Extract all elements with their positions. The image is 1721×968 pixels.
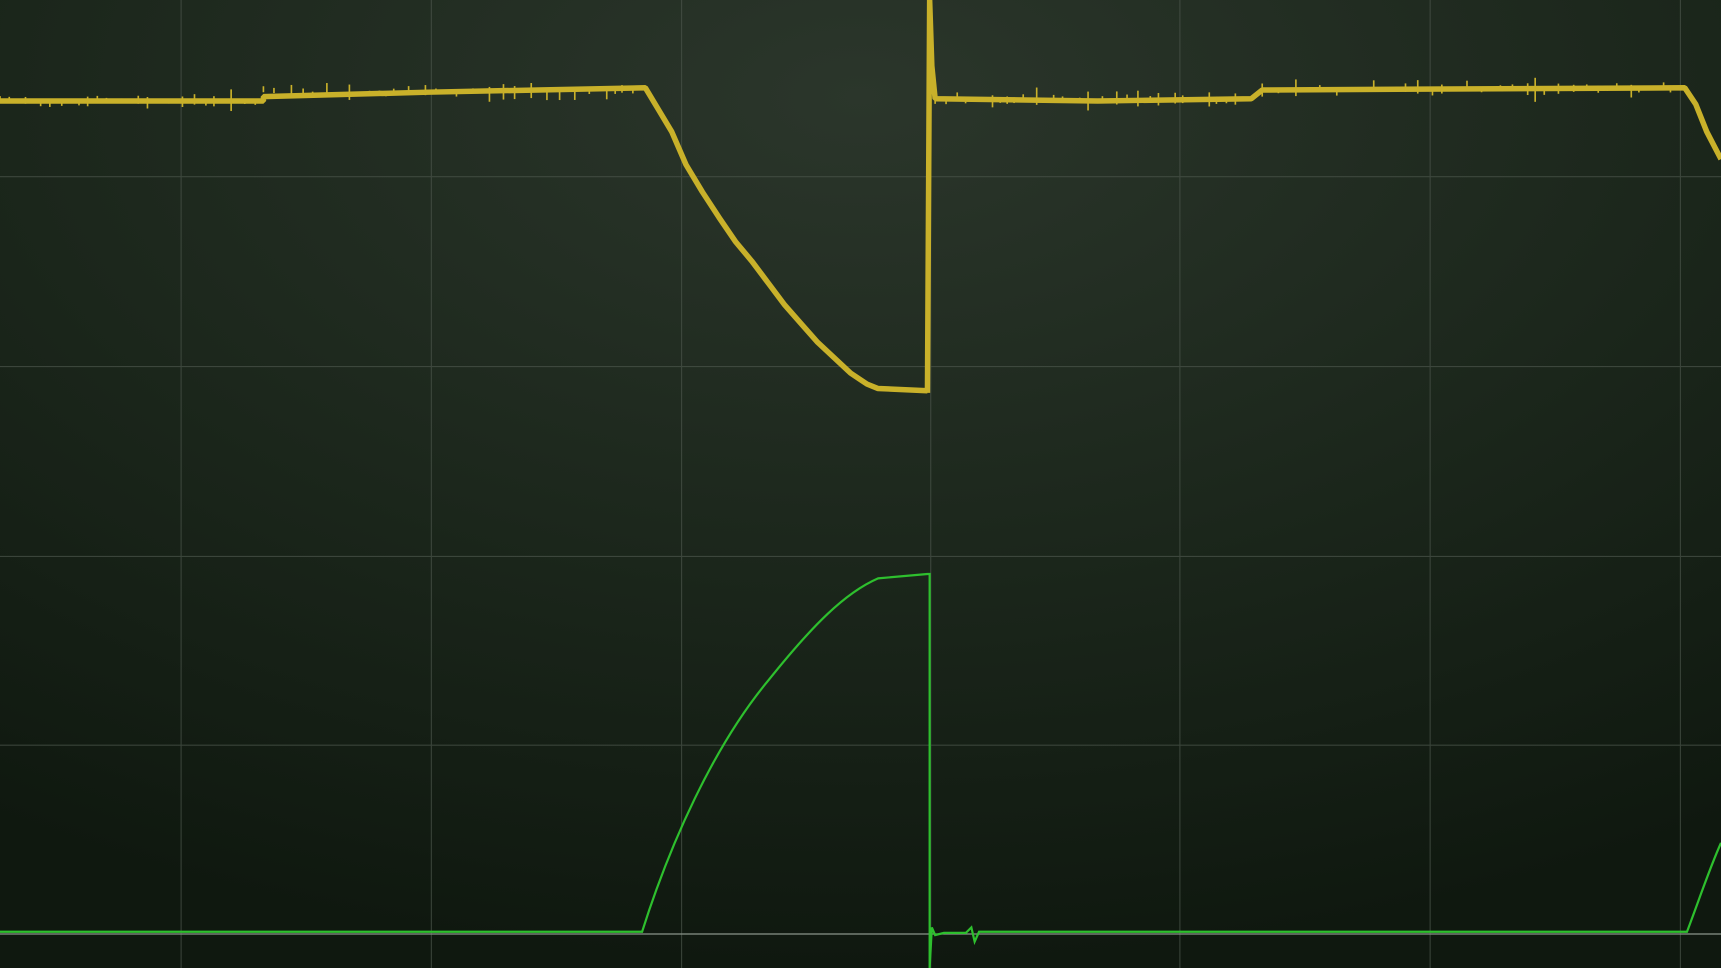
channel-1-noise [0,77,1680,112]
channel-2-trace [0,572,1721,968]
